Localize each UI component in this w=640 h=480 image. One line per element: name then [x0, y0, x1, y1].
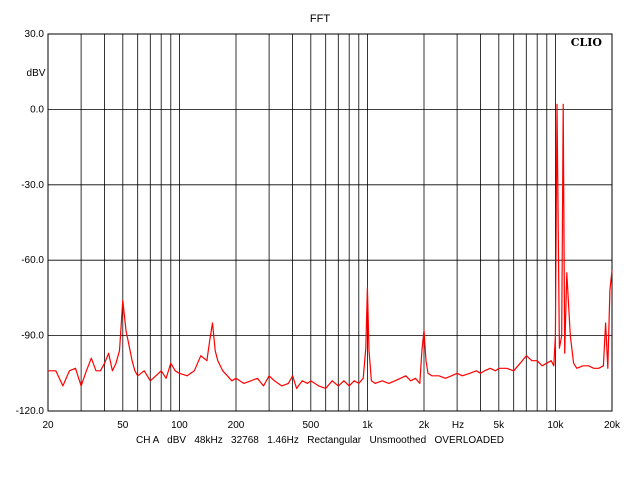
y-tick-label: -30.0: [21, 180, 44, 191]
y-axis-label: dBV: [27, 68, 46, 79]
y-tick-label: -120.0: [16, 406, 45, 417]
grid-lines: [48, 34, 612, 411]
series-group: [48, 103, 613, 389]
x-tick-labels: 20 50 100 200 500 1k 2k 5k 10k 20k: [42, 420, 621, 431]
x-tick-label: 2k: [419, 420, 431, 431]
x-tick-label: 500: [302, 420, 319, 431]
x-tick-label: 5k: [494, 420, 506, 431]
x-tick-label: 20k: [604, 420, 621, 431]
x-tick-label: 20: [42, 420, 54, 431]
x-tick-label: 50: [117, 420, 129, 431]
y-tick-labels: 30.0 0.0 -30.0 -60.0 -90.0 -120.0: [16, 29, 45, 417]
x-axis-label: Hz: [452, 420, 464, 431]
y-tick-label: 0.0: [30, 104, 44, 115]
clio-logo: CLIO: [571, 36, 603, 49]
spectrum-line: [48, 103, 613, 389]
x-tick-label: 10k: [547, 420, 564, 431]
plot-frame: [47, 33, 613, 412]
y-tick-label: -60.0: [21, 255, 44, 266]
footer-status: CH A dBV 48kHz 32768 1.46Hz Rectangular …: [136, 435, 504, 446]
x-tick-label: 200: [228, 420, 245, 431]
x-tick-label: 1k: [362, 420, 374, 431]
x-tick-label: 100: [171, 420, 188, 431]
y-tick-label: -90.0: [21, 331, 44, 342]
chart-title: FFT: [310, 13, 330, 25]
y-tick-label: 30.0: [25, 29, 45, 40]
